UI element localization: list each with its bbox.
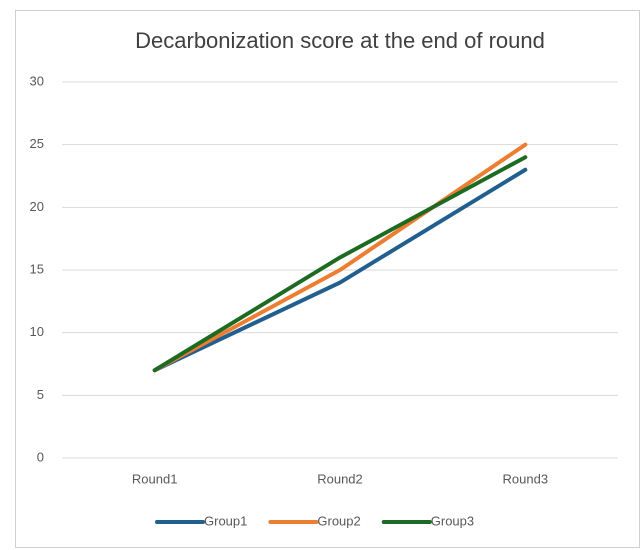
x-tick-label: Round1 [132,471,178,486]
series-line [152,155,528,373]
x-tick-label: Round2 [317,471,363,486]
y-tick-label: 30 [30,73,44,88]
x-tick-label: Round3 [503,471,549,486]
y-tick-label: 5 [37,387,44,402]
y-tick-label: 20 [30,199,44,214]
y-tick-label: 10 [30,324,44,339]
chart-title: Decarbonization score at the end of roun… [135,28,545,53]
series-line [152,167,528,373]
y-tick-label: 0 [37,449,44,464]
y-tick-label: 15 [30,261,44,276]
y-tick-label: 25 [30,136,44,151]
legend-label: Group2 [317,513,360,528]
series-line [152,142,528,373]
legend-label: Group1 [204,513,247,528]
legend-label: Group3 [431,513,474,528]
